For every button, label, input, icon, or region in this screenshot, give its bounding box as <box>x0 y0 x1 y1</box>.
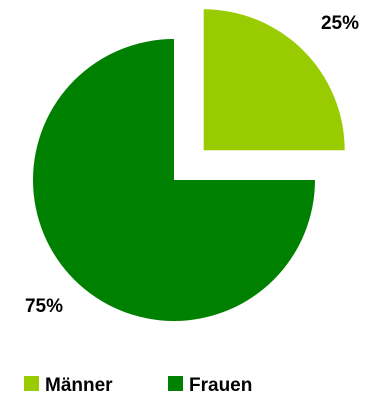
pie-slices <box>33 9 345 321</box>
data-label-m-nner: 25% <box>321 13 359 34</box>
pie-slice-m-nner <box>203 9 345 151</box>
legend-label-frauen: Frauen <box>189 375 252 396</box>
legend-label-m-nner: Männer <box>45 375 113 396</box>
data-labels: 25% 75% <box>25 13 359 317</box>
legend-swatch-frauen <box>168 376 183 391</box>
legend: Männer Frauen <box>24 375 252 396</box>
pie-slice-frauen <box>33 39 315 321</box>
legend-swatch-m-nner <box>24 376 39 391</box>
data-label-frauen: 75% <box>25 296 63 317</box>
